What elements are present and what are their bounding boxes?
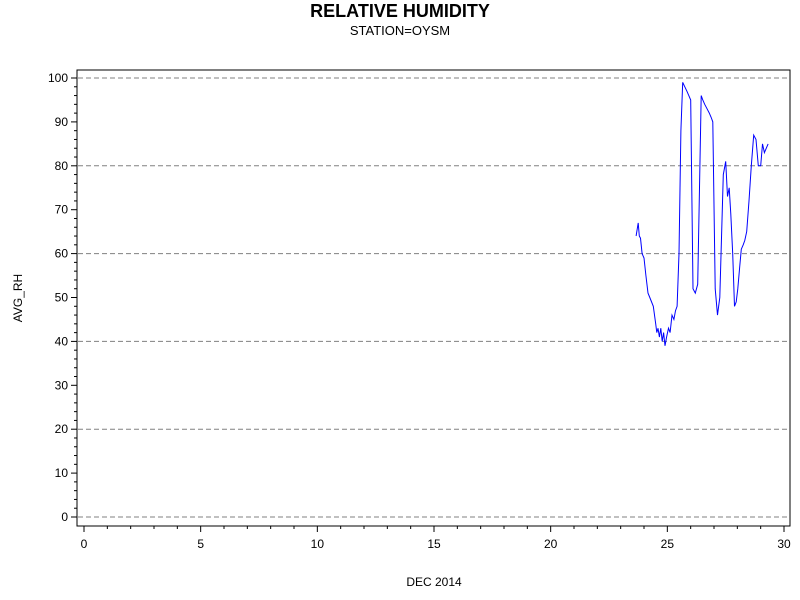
- grid-lines: [78, 77, 789, 518]
- y-tick-label-20: 20: [55, 422, 69, 436]
- x-axis-label: DEC 2014: [406, 575, 462, 589]
- y-tick-label-80: 80: [55, 159, 69, 173]
- y-tick-label-70: 70: [55, 203, 69, 217]
- chart-subtitle: STATION=OYSM: [349, 23, 451, 38]
- series-line-avg-rh: [635, 82, 769, 346]
- x-tick-label-0: 0: [81, 537, 88, 551]
- y-tick-label-100: 100: [48, 71, 68, 85]
- x-axis: 0 5 10 15 20 25 30: [81, 526, 791, 551]
- x-tick-label-10: 10: [311, 537, 325, 551]
- y-tick-label-30: 30: [55, 378, 69, 392]
- y-tick-label-60: 60: [55, 247, 69, 261]
- y-axis-label: AVG_RH: [11, 274, 25, 322]
- y-tick-label-0: 0: [61, 510, 68, 524]
- x-tick-label-20: 20: [544, 537, 558, 551]
- y-tick-label-10: 10: [55, 466, 69, 480]
- x-tick-label-25: 25: [661, 537, 675, 551]
- y-axis: 0 10 20 30 40 50 60 70 80 90 100: [48, 71, 77, 524]
- y-tick-label-90: 90: [55, 115, 69, 129]
- x-tick-label-5: 5: [197, 537, 204, 551]
- y-tick-label-50: 50: [55, 291, 69, 305]
- x-tick-label-30: 30: [777, 537, 791, 551]
- y-tick-label-40: 40: [55, 334, 69, 348]
- plot-frame: [76, 69, 791, 527]
- chart-title: RELATIVE HUMIDITY: [310, 1, 490, 21]
- x-tick-label-15: 15: [427, 537, 441, 551]
